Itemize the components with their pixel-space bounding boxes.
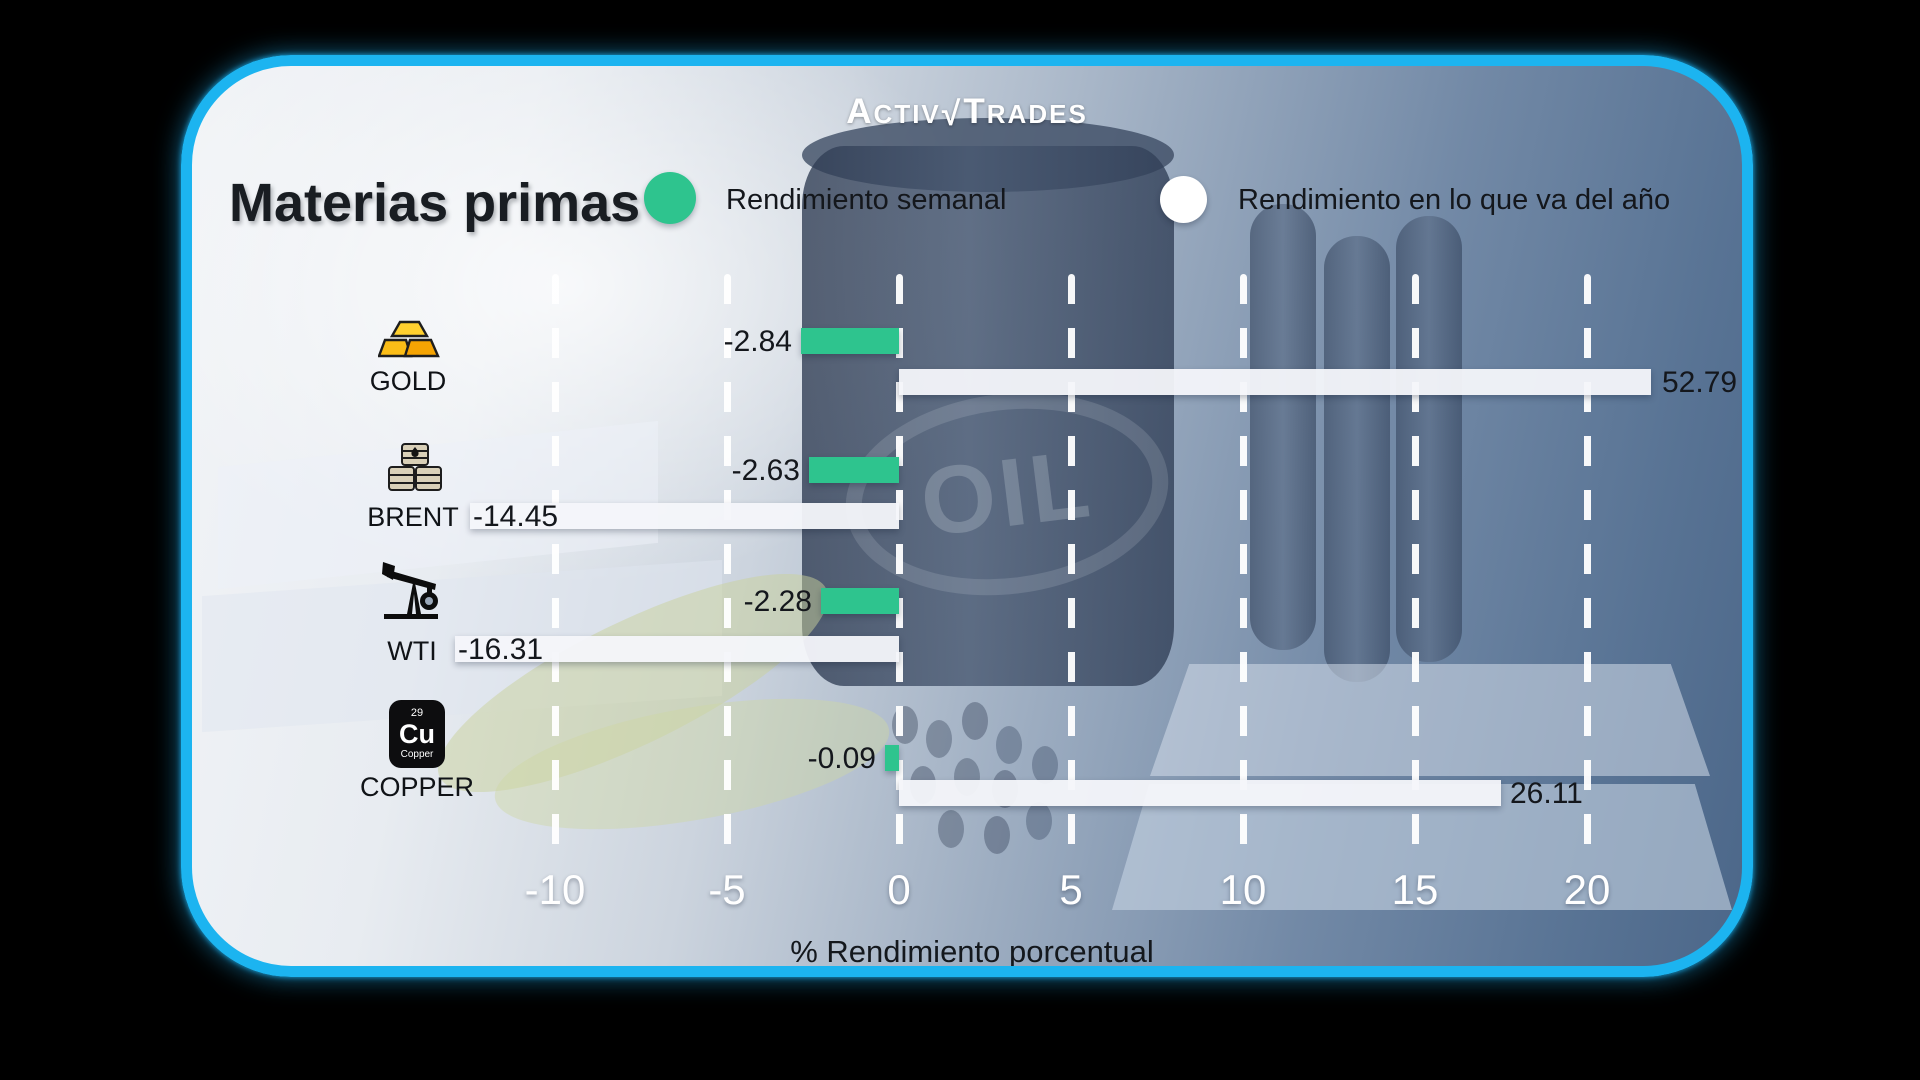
logo-text-activ: Activ xyxy=(846,92,941,131)
legend-weekly-dot xyxy=(644,172,696,224)
gold-bars-icon xyxy=(378,320,440,358)
background-copper-cylinder xyxy=(1324,236,1390,682)
legend-ytd-dot xyxy=(1160,176,1207,223)
category-label-wti: WTI xyxy=(387,636,437,666)
copper-weekly-bar xyxy=(885,745,899,771)
copper-name: Copper xyxy=(400,749,434,760)
gold-weekly-value: -2.84 xyxy=(723,325,792,358)
logo-text-trades: Trades xyxy=(963,92,1088,131)
copper-ytd-value: 26.11 xyxy=(1510,777,1583,810)
copper-element-icon: 29 Cu Copper xyxy=(389,700,445,768)
brent-weekly-value: -2.63 xyxy=(731,454,800,487)
brent-ytd-bar xyxy=(470,503,899,529)
gridline-0 xyxy=(896,274,903,862)
page-title: Materias primas xyxy=(229,173,641,233)
brent-ytd-value: -14.45 xyxy=(473,500,559,533)
wti-weekly-bar xyxy=(821,588,899,614)
oil-pumpjack-icon xyxy=(382,562,438,619)
gridline--5 xyxy=(724,274,731,862)
gold-ytd-bar xyxy=(899,369,1651,395)
x-tick-20: 20 xyxy=(1563,866,1611,913)
copper-weekly-value: -0.09 xyxy=(807,742,876,775)
x-tick-15: 15 xyxy=(1391,866,1439,913)
legend-ytd-label: Rendimiento en lo que va del año xyxy=(1238,184,1671,216)
x-axis-title: % Rendimiento porcentual xyxy=(790,934,1154,969)
gridline--10 xyxy=(552,274,559,862)
wti-ytd-bar xyxy=(455,636,899,662)
background-copper-cylinder xyxy=(1250,204,1316,650)
logo-check-icon: √ xyxy=(941,95,963,133)
copper-atomic-number: 29 xyxy=(410,707,424,719)
x-tick--10: -10 xyxy=(524,866,586,913)
legend-weekly-label: Rendimiento semanal xyxy=(726,184,1007,216)
category-label-gold: GOLD xyxy=(369,366,447,396)
oil-barrels-icon xyxy=(388,443,442,491)
background-metal-ingot xyxy=(1150,664,1710,776)
background-oil-label: OIL xyxy=(834,375,1180,613)
gridline-20 xyxy=(1584,274,1591,862)
gridline-10 xyxy=(1240,274,1247,862)
x-tick-5: 5 xyxy=(1059,866,1083,913)
category-label-brent: BRENT xyxy=(367,502,459,532)
copper-ytd-bar xyxy=(899,780,1501,806)
gold-ytd-value: 52.79 xyxy=(1662,366,1738,399)
wti-weekly-value: -2.28 xyxy=(743,585,812,618)
gridline-5 xyxy=(1068,274,1075,862)
infographic-card: OIL Activ√Trades Materias primas Rendimi… xyxy=(181,55,1753,977)
x-tick-10: 10 xyxy=(1219,866,1267,913)
gridline-15 xyxy=(1412,274,1419,862)
background-copper-cylinder xyxy=(1396,216,1462,662)
copper-symbol: Cu xyxy=(399,719,435,749)
wti-ytd-value: -16.31 xyxy=(458,633,544,666)
gold-weekly-bar xyxy=(801,328,899,354)
brent-weekly-bar xyxy=(809,457,899,483)
x-tick-0: 0 xyxy=(887,866,911,913)
activtrades-logo: Activ√Trades xyxy=(192,92,1742,133)
category-label-copper: COPPER xyxy=(359,772,475,802)
x-tick--5: -5 xyxy=(708,866,746,913)
